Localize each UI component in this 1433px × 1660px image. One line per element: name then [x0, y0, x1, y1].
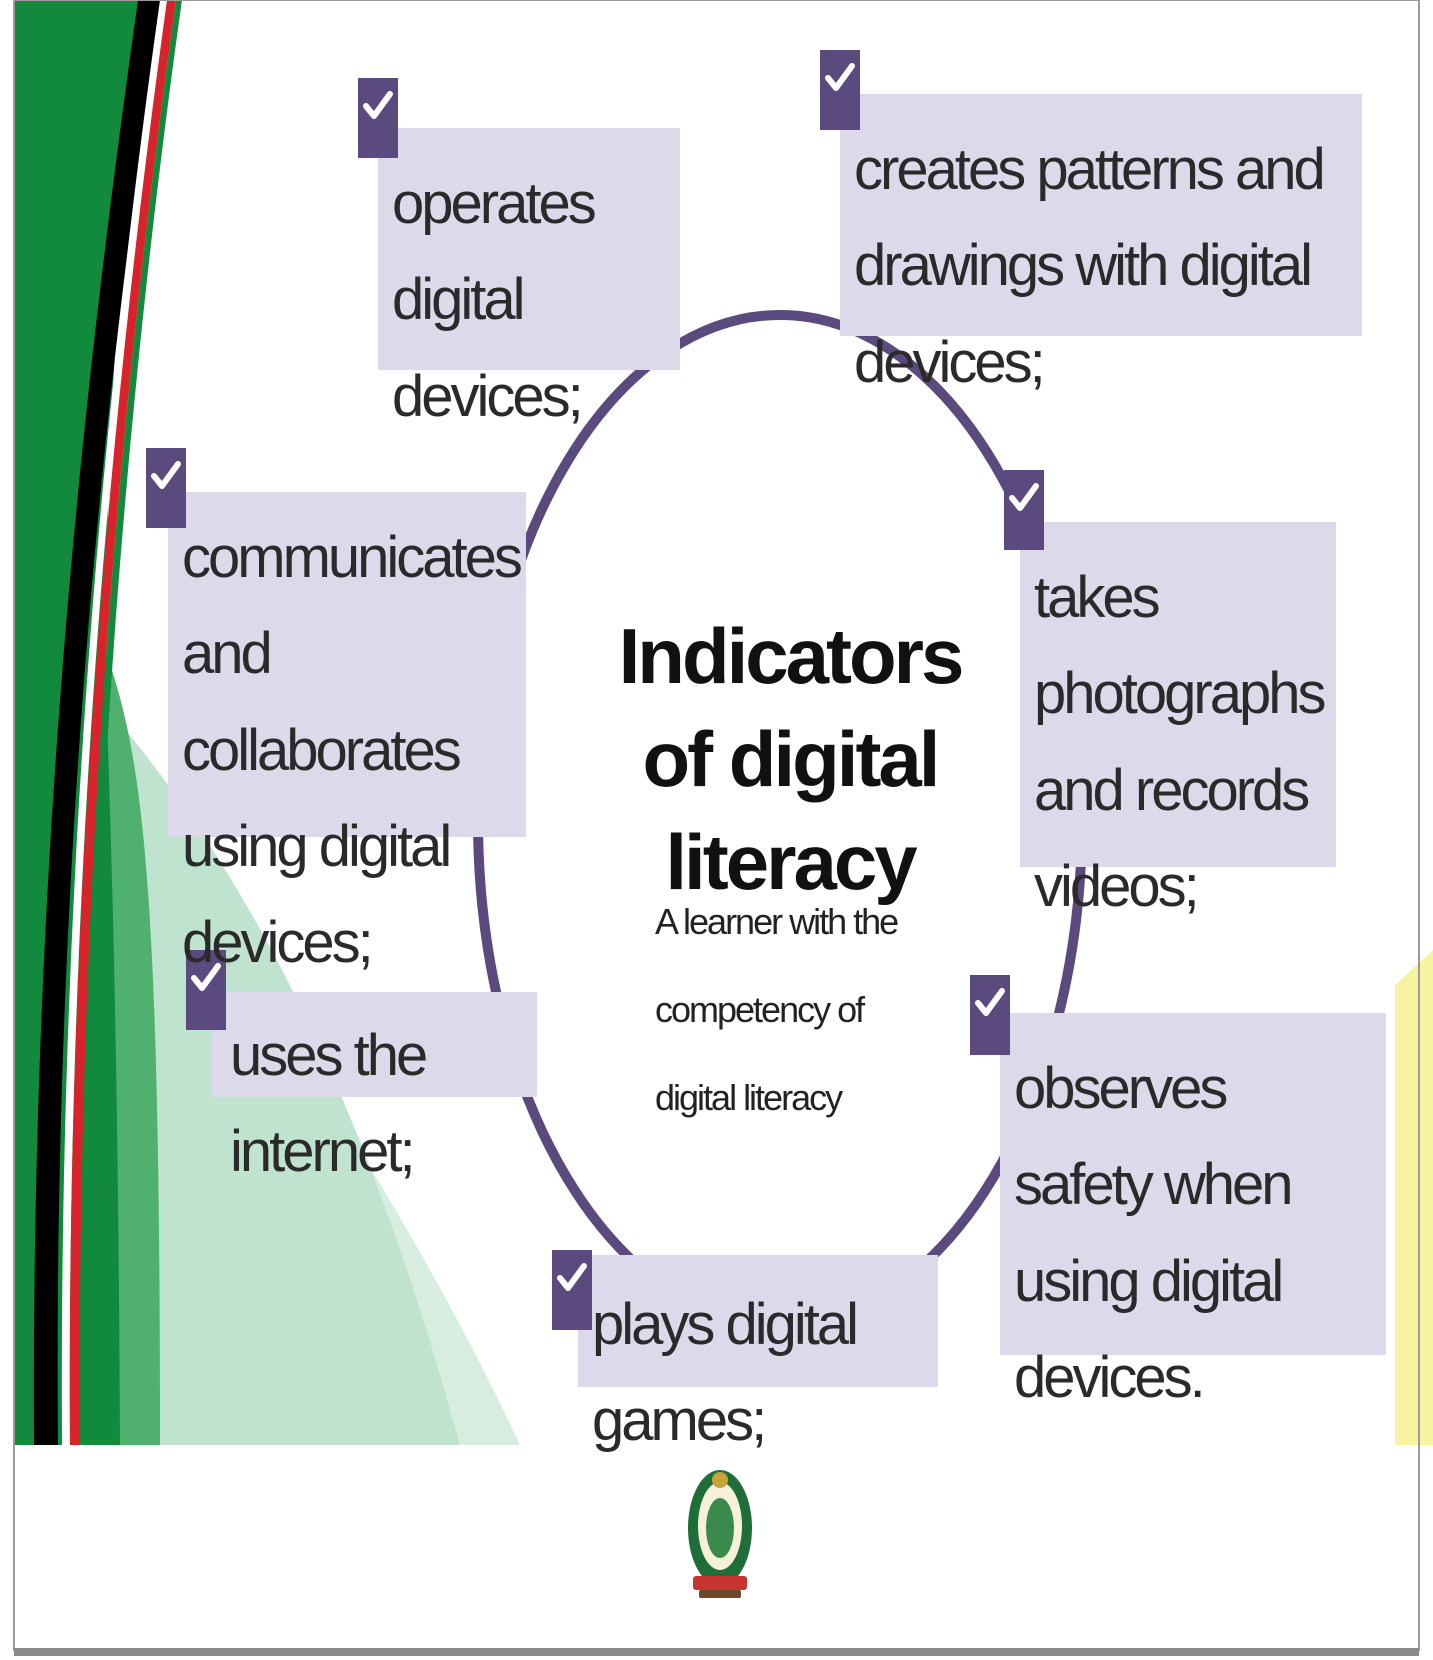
check-icon: [825, 63, 855, 91]
bottom-border: [14, 1648, 1419, 1656]
check-badge: [186, 950, 226, 1030]
indicator-box-plays: plays digital games;: [578, 1255, 938, 1453]
indicator-label: observes safety when using digital devic…: [1014, 1056, 1294, 1410]
indicator-box-operates: operates digital devices;: [378, 128, 680, 429]
check-icon: [557, 1263, 587, 1291]
green-band-highlight: [105, 650, 160, 1445]
black-stripe: [33, 0, 163, 1445]
check-icon: [151, 461, 181, 489]
indicator-box-creates: creates patterns and drawings with digit…: [840, 94, 1362, 395]
yellow-accent: [1395, 950, 1433, 1445]
indicator-label: communicates and collaborates using digi…: [182, 525, 523, 976]
indicator-label: creates patterns and drawings with digit…: [854, 137, 1326, 395]
indicator-box-uses: uses the internet;: [212, 992, 537, 1184]
diagram-title: Indicators of digital literacy: [618, 612, 965, 906]
check-badge: [820, 50, 860, 130]
indicator-label: takes photographs and records videos;: [1034, 565, 1326, 919]
diagram-subtitle: A learner with the competency of digital…: [655, 901, 899, 1119]
indicator-label: plays digital games;: [592, 1292, 859, 1454]
indicator-box-observes: observes safety when using digital devic…: [1000, 1013, 1386, 1410]
indicator-label: uses the internet;: [230, 1023, 428, 1185]
check-badge: [552, 1250, 592, 1330]
indicator-box-communicates: communicates and collaborates using digi…: [168, 492, 526, 975]
check-icon: [363, 91, 393, 119]
check-badge: [1004, 470, 1044, 550]
check-icon: [1009, 483, 1039, 511]
check-badge: [970, 975, 1010, 1055]
check-icon: [191, 963, 221, 991]
check-icon: [975, 988, 1005, 1016]
check-badge: [146, 448, 186, 528]
indicator-label: operates digital devices;: [392, 171, 597, 429]
check-badge: [358, 78, 398, 158]
coat-of-arms-seal: [688, 1470, 752, 1598]
indicator-box-takes: takes photographs and records videos;: [1020, 522, 1336, 919]
